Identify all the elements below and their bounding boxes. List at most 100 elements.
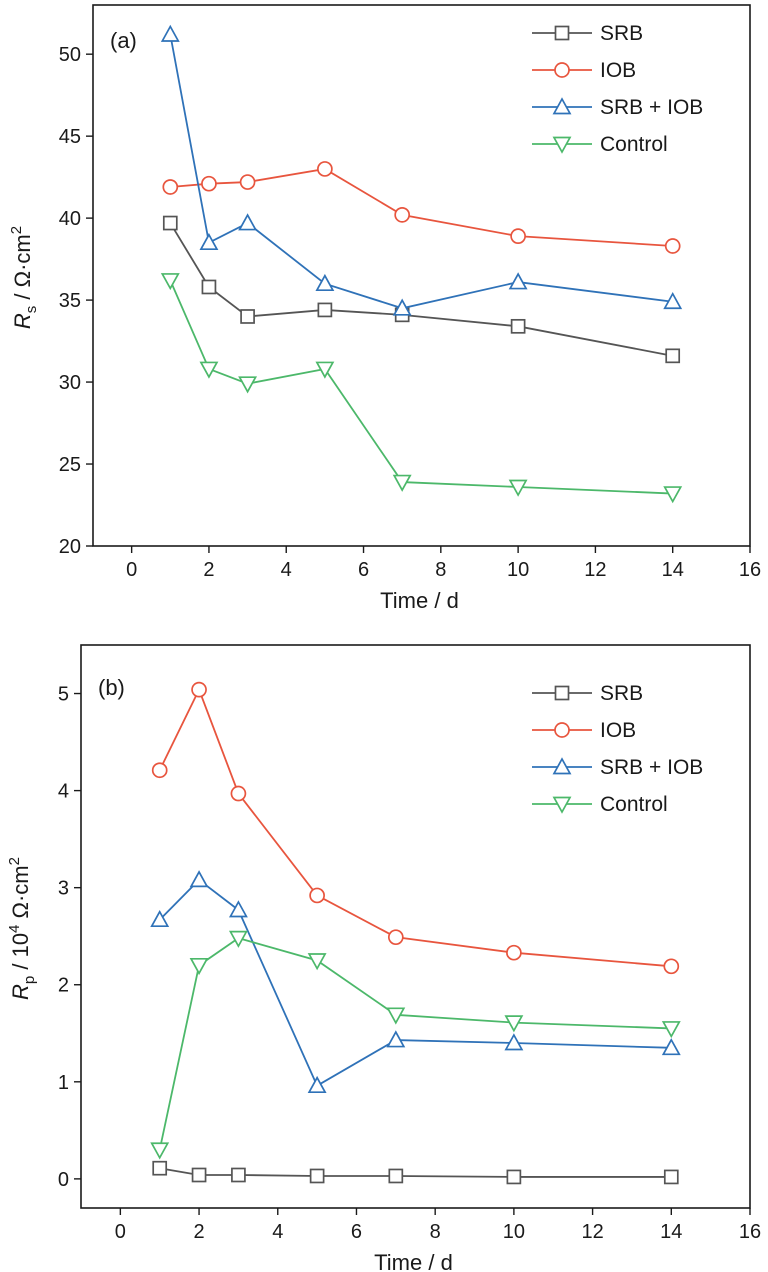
y-tick-label: 25 (59, 454, 81, 476)
y-tick-label: 40 (59, 208, 81, 230)
data-point (663, 486, 683, 504)
legend-label: IOB (600, 59, 636, 82)
data-point (504, 1015, 524, 1033)
y-tick-label: 45 (59, 126, 81, 148)
y-tick-label: 2 (58, 975, 69, 997)
data-point (506, 944, 522, 961)
x-tick-label: 2 (193, 1221, 204, 1243)
data-point (150, 909, 170, 928)
y-tick-label: 1 (58, 1072, 69, 1094)
data-point (189, 870, 209, 888)
x-tick-label: 0 (115, 1221, 126, 1243)
data-point (392, 474, 412, 492)
data-point (307, 1075, 327, 1094)
data-point (230, 785, 247, 802)
data-point (191, 1167, 207, 1183)
data-point (387, 929, 404, 946)
data-point (150, 1142, 170, 1160)
y-tick-label: 30 (59, 372, 81, 394)
data-point (664, 238, 681, 254)
data-point (152, 1160, 168, 1176)
y-axis-title: Rs / Ω·cm2 (8, 226, 40, 329)
legend-marker (554, 685, 570, 701)
legend-marker (554, 722, 570, 738)
data-point (506, 1169, 522, 1185)
data-point (160, 24, 180, 42)
data-point (661, 1038, 681, 1056)
data-point (309, 887, 325, 904)
data-point (228, 930, 248, 948)
y-tick-label: 50 (59, 44, 81, 66)
data-point (388, 1168, 404, 1184)
legend-marker (554, 62, 570, 78)
x-tick-label: 0 (126, 559, 137, 581)
panel-label: (b) (98, 675, 125, 700)
panel-label: (a) (110, 28, 137, 53)
x-tick-label: 4 (281, 559, 292, 581)
data-point (160, 273, 180, 291)
data-point (201, 175, 217, 192)
series-line (169, 34, 673, 310)
data-point (151, 762, 168, 779)
y-axis-title: Rp / 104 Ω·cm2 (6, 857, 38, 1000)
data-point (238, 376, 258, 394)
x-tick-label: 14 (662, 559, 684, 581)
data-point (238, 213, 258, 231)
legend-label: SRB + IOB (600, 96, 703, 119)
legend-label: SRB + IOB (600, 756, 703, 779)
data-point (199, 232, 219, 251)
chart-panel-a: 0 2 4 6 8 10 12 14 16 20 25 30 35 40 45 50 Time / d Rs / … (8, 4, 761, 613)
data-point (239, 174, 256, 190)
legend-label: Control (600, 133, 668, 156)
data-point (191, 681, 207, 698)
x-tick-label: 8 (430, 1221, 441, 1243)
plot-frame (80, 644, 751, 1209)
data-point (228, 900, 248, 918)
data-point (189, 957, 209, 976)
series-line (158, 937, 672, 1150)
legend-marker (552, 757, 572, 775)
x-tick-label: 10 (503, 1221, 525, 1243)
y-tick-label: 4 (58, 781, 69, 803)
data-point (231, 1167, 246, 1183)
data-point (663, 1169, 679, 1185)
y-tick-label: 3 (58, 878, 69, 900)
x-tick-label: 16 (739, 1221, 761, 1243)
x-tick-label: 16 (739, 559, 761, 581)
data-point (394, 206, 411, 223)
data-point (315, 361, 335, 379)
x-tick-label: 8 (435, 559, 446, 581)
data-point (162, 179, 179, 195)
data-point (201, 279, 217, 295)
x-tick-label: 12 (584, 559, 606, 581)
data-point (663, 291, 683, 310)
data-point (661, 1021, 681, 1039)
legend-marker (552, 796, 572, 814)
x-tick-label: 14 (660, 1221, 682, 1243)
x-axis-title: Time / d (374, 1250, 453, 1272)
plot-frame (92, 4, 751, 547)
legend-label: SRB (600, 682, 643, 705)
data-point (508, 479, 528, 497)
data-point (317, 161, 333, 177)
data-point (508, 272, 528, 290)
y-tick-label: 0 (58, 1169, 69, 1191)
series-line (169, 222, 673, 357)
data-point (504, 1033, 524, 1051)
data-point (510, 228, 526, 245)
x-tick-label: 12 (581, 1221, 603, 1243)
legend-label: Control (600, 793, 668, 816)
data-point (665, 348, 681, 364)
legend-marker (552, 136, 572, 154)
data-point (663, 958, 680, 975)
data-point (309, 1168, 325, 1184)
data-point (162, 215, 178, 231)
x-tick-label: 6 (358, 559, 369, 581)
x-tick-label: 6 (351, 1221, 362, 1243)
data-point (386, 1030, 406, 1048)
data-point (510, 318, 526, 334)
data-point (386, 1007, 406, 1025)
data-point (307, 953, 327, 971)
